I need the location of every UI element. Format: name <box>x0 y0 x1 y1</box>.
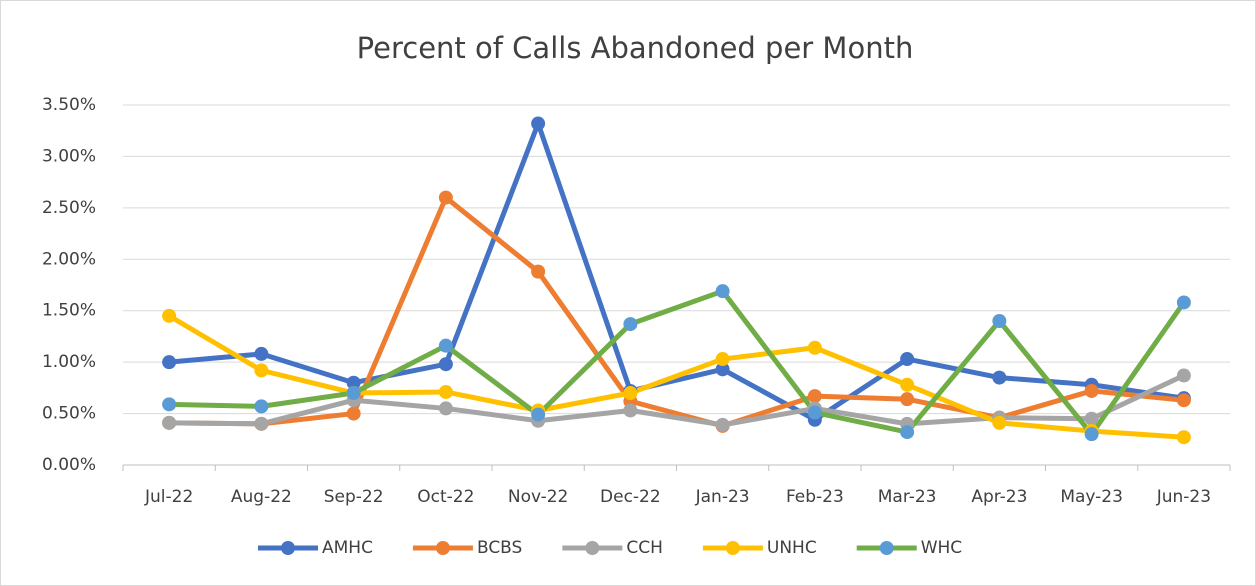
data-point <box>715 417 730 432</box>
data-point <box>162 355 177 370</box>
chart-title: Percent of Calls Abandoned per Month <box>357 31 914 65</box>
legend-label: AMHC <box>322 538 373 558</box>
series-line <box>169 288 1186 437</box>
y-tick-label: 2.00% <box>42 249 96 269</box>
data-point <box>900 392 915 407</box>
series-line <box>169 195 1185 429</box>
data-point <box>623 386 638 400</box>
series-line <box>169 373 1185 428</box>
legend-marker <box>585 541 600 555</box>
data-point <box>531 116 546 131</box>
y-tick-label: 2.50% <box>42 198 96 218</box>
x-tick-label: Feb-23 <box>786 487 844 507</box>
data-point <box>715 284 730 299</box>
x-tick-label: Aug-22 <box>231 487 292 507</box>
data-point <box>162 308 177 323</box>
legend-marker <box>435 541 450 555</box>
x-tick-label: Jul-22 <box>144 487 193 507</box>
x-tick-label: Nov-22 <box>508 487 569 507</box>
x-tick-label: Mar-23 <box>878 487 937 507</box>
data-point <box>807 389 822 404</box>
data-point <box>807 405 822 420</box>
x-tick-label: Jan-23 <box>695 487 750 507</box>
data-point <box>346 406 361 421</box>
y-tick-label: 0.00% <box>42 455 96 475</box>
data-point <box>531 264 546 279</box>
data-point <box>1084 383 1099 398</box>
x-tick-label: May-23 <box>1060 487 1123 507</box>
data-point <box>438 401 453 416</box>
data-point <box>992 370 1007 385</box>
data-point <box>531 407 546 422</box>
data-point <box>346 375 361 390</box>
data-point <box>438 190 453 205</box>
x-tick-label: Sep-22 <box>324 487 384 507</box>
data-point <box>623 317 638 332</box>
data-point <box>807 340 822 355</box>
data-point <box>254 416 269 431</box>
data-point <box>715 362 730 377</box>
legend-marker <box>281 541 295 555</box>
y-tick-label: 3.50% <box>42 95 96 115</box>
data-point <box>438 357 453 372</box>
data-point <box>1084 411 1099 426</box>
x-tick-label: Apr-23 <box>971 487 1027 507</box>
data-point <box>900 377 915 392</box>
legend-label: WHC <box>921 538 962 558</box>
data-point <box>162 415 177 430</box>
data-point <box>1176 295 1191 310</box>
y-tick-label: 1.50% <box>42 301 96 321</box>
data-point <box>623 403 638 418</box>
data-point <box>1176 393 1191 408</box>
legend-label: UNHC <box>767 538 817 558</box>
y-tick-label: 3.00% <box>42 146 96 166</box>
data-point <box>254 346 269 361</box>
x-tick-label: Jun-23 <box>1156 487 1211 507</box>
data-point <box>254 399 269 414</box>
x-tick-label: Dec-22 <box>600 487 661 507</box>
data-point <box>715 352 730 367</box>
data-point <box>900 352 915 367</box>
series-line <box>168 121 1185 423</box>
legend-label: BCBS <box>477 538 522 558</box>
data-point <box>254 363 269 378</box>
data-point <box>900 425 915 440</box>
data-point <box>992 415 1007 430</box>
data-point <box>346 386 361 400</box>
data-point <box>1176 430 1191 445</box>
y-tick-label: 1.00% <box>42 352 96 372</box>
data-point <box>1084 427 1099 442</box>
data-point <box>162 397 177 412</box>
x-tick-label: Oct-22 <box>417 487 474 507</box>
legend-marker <box>725 541 740 555</box>
data-point <box>1176 368 1191 383</box>
series-line <box>167 313 1185 440</box>
data-point <box>992 314 1007 328</box>
legend-label: CCH <box>626 538 663 558</box>
data-point <box>438 338 453 353</box>
legend-marker <box>879 541 894 555</box>
data-point <box>438 384 453 399</box>
y-tick-label: 0.50% <box>42 404 96 424</box>
